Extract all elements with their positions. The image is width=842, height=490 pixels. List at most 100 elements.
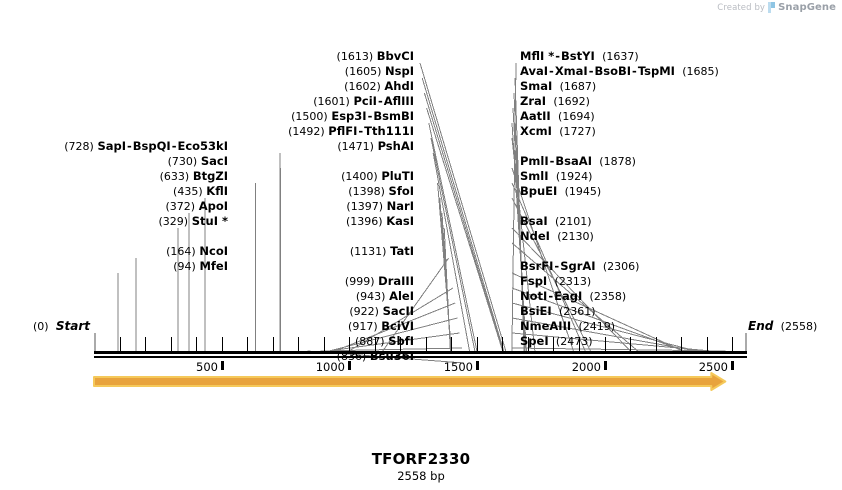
enzyme-label: (999) DraIII	[345, 274, 414, 289]
ruler-minor-tick	[145, 337, 146, 351]
enzyme-label: (1601) PciI-AflIII	[313, 94, 414, 109]
site-position: (1685)	[682, 65, 719, 78]
enzyme-label: (728) SapI-BspQI-Eco53kI	[64, 139, 228, 154]
ruler-minor-tick	[120, 337, 121, 351]
enzyme-name: ZraI	[520, 94, 547, 108]
ruler-minor-tick	[298, 337, 299, 351]
enzyme-label: (943) AleI	[355, 290, 414, 304]
terminator-name: Start	[55, 319, 90, 333]
site-position: (887)	[354, 335, 385, 348]
enzyme-label: (1492) PflFI-Tth111I	[288, 124, 414, 139]
enzyme-name: DraIII	[378, 274, 414, 288]
enzyme-name: XcmI	[520, 124, 552, 138]
enzyme-name: NarI	[386, 199, 414, 213]
enzyme-label: (1605) NspI	[345, 64, 414, 79]
orf-arrow[interactable]	[0, 369, 842, 409]
enzyme-name: Esp3I	[331, 109, 367, 123]
enzyme-name: BciVI	[381, 319, 414, 333]
ruler-tick-label: 2000	[571, 360, 601, 374]
ruler-bar-lower	[94, 356, 747, 358]
enzyme-label: (372) ApoI	[165, 199, 228, 214]
enzyme-label: (164) NcoI	[166, 245, 228, 259]
enzyme-separator: -	[554, 259, 560, 273]
enzyme-separator: -	[588, 64, 594, 78]
enzyme-name: AhdI	[384, 79, 414, 93]
enzyme-name: SapI	[97, 139, 127, 153]
site-position: (329)	[158, 215, 189, 228]
ruler-tick-label: 1000	[315, 360, 345, 374]
enzyme-separator: -	[127, 139, 132, 153]
end-marker-label: End (2558)	[748, 319, 817, 334]
ruler-minor-tick	[349, 337, 350, 351]
enzyme-name: SmlI	[520, 169, 549, 183]
ruler-tick-label: 2500	[698, 360, 728, 374]
ruler-major-tick	[731, 361, 734, 370]
enzyme-name: NspI	[385, 64, 414, 78]
enzyme-name: Tth111I	[364, 124, 414, 138]
enzyme-label: NotI-EagI (2358)	[520, 289, 626, 304]
ruler-major-tick	[221, 361, 224, 370]
site-position: (917)	[348, 320, 378, 333]
site-position: (2130)	[557, 230, 594, 243]
enzyme-label: PmlI-BsaAI (1878)	[520, 155, 636, 169]
enzyme-name: NotI	[520, 289, 548, 303]
enzyme-label: XcmI (1727)	[520, 124, 596, 139]
enzyme-label: FspI (2313)	[520, 275, 591, 289]
site-position: (1471)	[337, 140, 374, 153]
enzyme-name: BsrFI	[520, 259, 554, 273]
enzyme-label: (329) StuI *	[158, 214, 228, 229]
site-position: (943)	[355, 290, 386, 303]
enzyme-label: (1471) PshAI	[337, 140, 414, 154]
site-position: (0)	[32, 320, 49, 333]
ruler-major-tick	[348, 361, 351, 370]
enzyme-label: AvaI-XmaI-BsoBI-TspMI (1685)	[520, 64, 719, 79]
enzyme-separator: -	[549, 64, 554, 78]
enzyme-name: SmaI	[520, 79, 553, 93]
ruler-minor-tick	[553, 337, 554, 351]
ruler-major-tick	[604, 361, 607, 370]
watermark-prefix: Created by	[717, 2, 766, 13]
site-position: (1637)	[602, 50, 639, 63]
enzyme-label: BsaI (2101)	[520, 215, 592, 229]
enzyme-name: BsiEI	[520, 304, 552, 318]
ruler-bar-upper	[94, 351, 747, 354]
ruler-minor-tick	[656, 337, 657, 351]
enzyme-name: PluTI	[381, 169, 414, 183]
site-position: (1878)	[599, 155, 636, 168]
site-position: (1687)	[559, 80, 597, 93]
ruler-minor-tick	[681, 337, 682, 351]
enzyme-name: MfeI	[199, 259, 228, 273]
enzyme-label: (1602) AhdI	[344, 79, 414, 94]
site-position: (1613)	[336, 50, 374, 63]
ruler-minor-tick	[732, 337, 733, 351]
ruler-minor-tick	[426, 337, 427, 351]
enzyme-label: (1396) KasI	[346, 215, 414, 229]
ruler-minor-tick	[171, 337, 172, 351]
enzyme-name: SgrAI	[560, 259, 596, 273]
ruler-major-tick	[476, 361, 479, 370]
enzyme-name: ApoI	[198, 199, 228, 213]
enzyme-name: StuI *	[191, 214, 228, 228]
enzyme-label: (1613) BbvCI	[336, 50, 414, 64]
ruler-minor-tick	[451, 337, 452, 351]
enzyme-label: (917) BciVI	[348, 319, 414, 334]
enzyme-separator: -	[358, 124, 364, 138]
site-position: (1500)	[291, 110, 328, 123]
enzyme-label: (1131) TatI	[350, 245, 414, 259]
site-position: (2101)	[554, 215, 592, 228]
terminator-name: End	[748, 319, 774, 333]
ruler-minor-tick	[324, 337, 325, 351]
ruler-minor-tick	[605, 337, 606, 351]
enzyme-label: SmaI (1687)	[520, 79, 597, 94]
enzyme-name: AflIII	[383, 94, 414, 108]
ruler-minor-tick	[707, 337, 708, 351]
site-position: (633)	[159, 170, 190, 183]
site-position: (1492)	[288, 125, 325, 138]
site-position: (94)	[173, 260, 196, 273]
enzyme-name: SbfI	[388, 334, 414, 348]
enzyme-label: BpuEI (1945)	[520, 185, 601, 199]
enzyme-label: BsiEI (2361)	[520, 304, 596, 319]
ruler-tick-label: 500	[196, 360, 218, 374]
enzyme-label: (887) SbfI	[354, 334, 414, 349]
enzyme-name: SpeI	[520, 334, 549, 348]
